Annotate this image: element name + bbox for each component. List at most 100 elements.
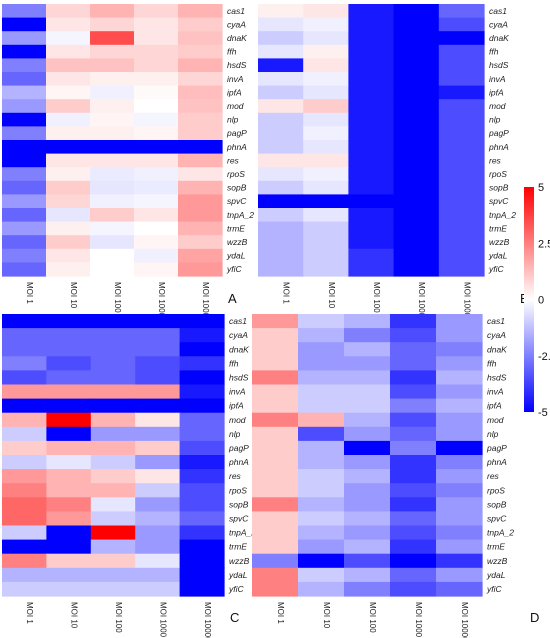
gene-label: ipfA [487, 401, 502, 411]
heatmap-cell [134, 44, 179, 59]
gene-label: tnpA_2 [487, 528, 514, 538]
heatmap-cell [298, 567, 345, 583]
moi-label: MOI 100 [113, 282, 122, 313]
moi-label: MOI 1000 [158, 602, 167, 638]
gene-label: mod [227, 101, 244, 111]
heatmap-cell [303, 208, 349, 223]
heatmap-cell [252, 370, 299, 386]
panel-letter: D [530, 610, 539, 625]
heatmap-cell [344, 469, 391, 484]
heatmap-cell [298, 455, 345, 470]
heatmap-cell [90, 17, 135, 32]
gene-label: yfiC [228, 584, 245, 594]
heatmap-cell [393, 167, 440, 182]
heatmap-cell [298, 426, 345, 442]
gene-label: phnA [488, 142, 509, 152]
heatmap-cell [393, 72, 440, 87]
heatmap-cell [178, 153, 223, 168]
heatmap-cell [344, 553, 391, 569]
heatmap-cell [438, 85, 485, 100]
heatmap-cell [134, 72, 179, 87]
heatmap-cell [46, 167, 91, 182]
heatmap-cell [303, 58, 349, 73]
heatmap-cell [348, 31, 395, 46]
heatmap-cell [393, 31, 440, 46]
colorbar: 5 2.5 0 -2.5 -5 [524, 182, 550, 419]
heatmap-cell [90, 4, 135, 19]
heatmap-cell [436, 342, 483, 357]
colorbar-tick: 2.5 [538, 238, 550, 250]
heatmap-cell [178, 44, 223, 59]
colorbar-tick: -2.5 [538, 351, 550, 363]
heatmap-cell [298, 581, 345, 597]
heatmap-cell [178, 208, 223, 223]
heatmap-cell [252, 483, 299, 498]
colorbar-tick: 0 [538, 295, 544, 307]
heatmap-cell [2, 511, 47, 527]
heatmap-cell [179, 567, 225, 583]
heatmap-cell [436, 398, 483, 414]
heatmap-cell [46, 126, 91, 141]
heatmap-cell [134, 17, 179, 32]
heatmap-cell [344, 440, 391, 456]
gene-label: phnA [228, 457, 249, 467]
heatmap-cell [90, 112, 135, 127]
heatmap-cell [2, 314, 47, 329]
gene-label: cas1 [229, 316, 247, 326]
heatmap-cell [90, 525, 136, 541]
moi-label: MOI 10000 [203, 602, 212, 638]
heatmap-cell [134, 85, 179, 100]
heatmap-cell [46, 328, 92, 343]
heatmap-cell [344, 539, 391, 555]
heatmap-cell [179, 525, 225, 541]
heatmap-cell [2, 412, 47, 428]
heatmap-cell [390, 328, 437, 343]
heatmap-cell [2, 384, 47, 400]
heatmap-cell [134, 112, 179, 127]
heatmap-cell [303, 262, 349, 277]
heatmap-cell [135, 356, 181, 371]
gene-label: ffh [489, 47, 499, 57]
gene-label: tnpA_2 [489, 210, 516, 220]
gene-label: phnA [226, 142, 247, 152]
gene-label: tnpA_2 [229, 528, 256, 538]
heatmap-cell [344, 328, 391, 343]
heatmap-cell [344, 567, 391, 583]
heatmap-cell [46, 483, 92, 498]
heatmap-cell [348, 248, 395, 263]
heatmap-cell [2, 140, 47, 155]
heatmap-cell [252, 342, 299, 357]
heatmap-cell [179, 328, 225, 343]
heatmap-cell [348, 112, 395, 127]
moi-label: MOI 10000 [460, 602, 469, 638]
heatmap-cell [258, 72, 304, 87]
gene-label: sopB [489, 183, 509, 193]
heatmap-cell [134, 180, 179, 195]
gene-label: rpoS [487, 485, 505, 495]
heatmap-cell [436, 440, 483, 456]
gene-label: invA [227, 74, 244, 84]
gene-label: pagP [486, 443, 507, 453]
heatmap-cell [46, 221, 91, 236]
heatmap-cell [298, 483, 345, 498]
gene-label: nlp [227, 115, 239, 125]
heatmap-cell [178, 31, 223, 46]
heatmap-cell [390, 356, 437, 371]
heatmap-cell [438, 140, 485, 155]
gene-label: trmE [227, 223, 245, 233]
heatmap-cell [90, 58, 135, 73]
heatmap-cell [2, 194, 47, 209]
gene-label: invA [489, 74, 506, 84]
heatmap-cell [135, 342, 181, 357]
gene-label: spvC [229, 513, 249, 523]
heatmap-cell [135, 328, 181, 343]
heatmap-cell [135, 384, 181, 400]
heatmap-cell [2, 126, 47, 141]
heatmap-cell [258, 153, 304, 168]
heatmap-cell [390, 581, 437, 597]
heatmap-cell [303, 180, 349, 195]
gene-label: hsdS [229, 372, 249, 382]
heatmap-cell [90, 581, 136, 597]
moi-label: MOI 100 [114, 602, 123, 633]
gene-label: res [487, 471, 500, 481]
